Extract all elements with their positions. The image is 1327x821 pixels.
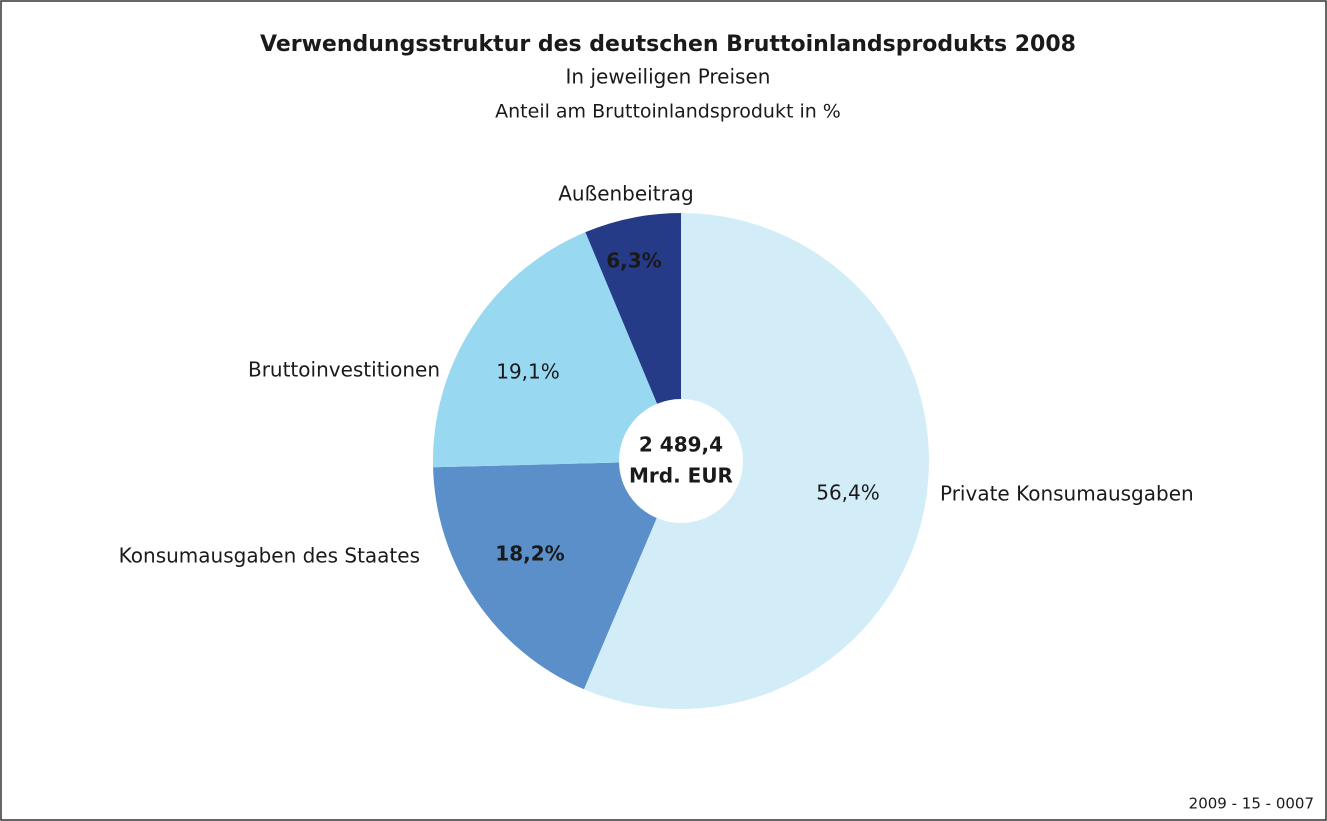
value-label: 19,1% bbox=[496, 360, 560, 384]
value-label: 6,3% bbox=[606, 249, 661, 273]
pie-slice bbox=[432, 232, 658, 468]
category-label: Bruttoinvestitionen bbox=[248, 358, 440, 382]
chart-title: Verwendungsstruktur des deutschen Brutto… bbox=[260, 32, 1076, 57]
pie-slice bbox=[585, 213, 681, 404]
pie-slice bbox=[433, 462, 657, 690]
value-label: 18,2% bbox=[495, 542, 564, 566]
unit-note: Anteil am Bruttoinlandsprodukt in % bbox=[495, 101, 841, 123]
value-label: 56,4% bbox=[816, 481, 880, 505]
pie-slice bbox=[583, 213, 930, 710]
category-label: Außenbeitrag bbox=[558, 182, 694, 206]
center-label: 2 489,4 bbox=[639, 433, 723, 457]
chart-subtitle: In jeweiligen Preisen bbox=[566, 65, 771, 89]
source-code: 2009 - 15 - 0007 bbox=[1189, 795, 1314, 813]
category-label: Konsumausgaben des Staates bbox=[119, 544, 420, 568]
category-label: Private Konsumausgaben bbox=[940, 482, 1194, 506]
center-label: Mrd. EUR bbox=[629, 464, 733, 488]
